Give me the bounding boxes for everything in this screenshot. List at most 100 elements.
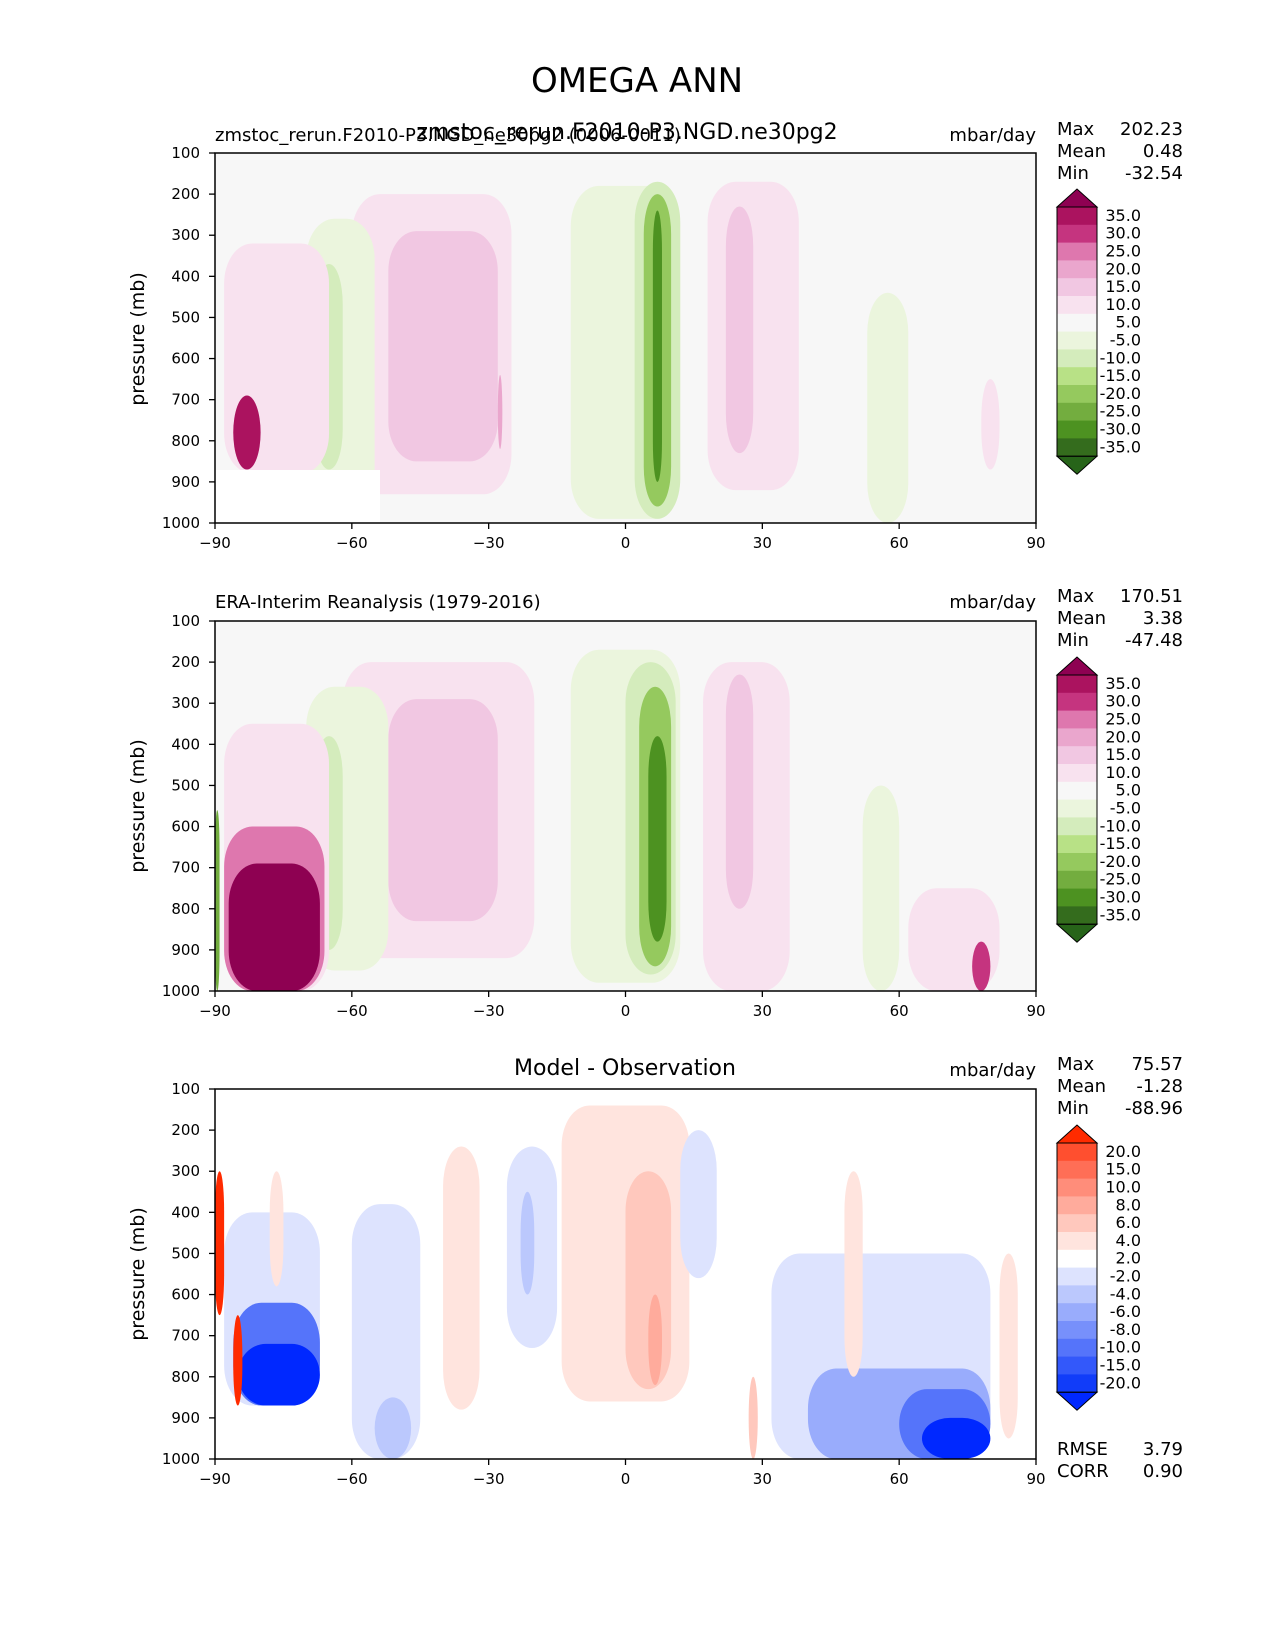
colorbar-level-label: 15.0: [1105, 277, 1141, 296]
colorbar-segment: [1057, 313, 1097, 333]
contour-region: [680, 1130, 717, 1279]
colorbar-segment: [1057, 781, 1097, 801]
colorbar-segment: [1057, 402, 1097, 422]
y-tick-label: 200: [171, 1121, 200, 1139]
colorbar-level-label: 20.0: [1105, 727, 1141, 746]
y-tick-label: 700: [171, 859, 200, 877]
colorbar-extend-min: [1055, 1391, 1099, 1411]
colorbar-segment: [1057, 692, 1097, 712]
colorbar-segment: [1057, 1143, 1097, 1162]
x-tick-label: 60: [890, 1470, 909, 1488]
contour-region: [269, 1171, 284, 1287]
colorbar-extend-max: [1055, 1124, 1099, 1144]
panel-reference-stats: Max 170.51 Mean 3.38 Min -47.48: [1057, 586, 1183, 651]
y-tick-label: 700: [171, 391, 200, 409]
colorbar-level-label: 2.0: [1116, 1249, 1141, 1268]
colorbar-segment: [1057, 1267, 1097, 1286]
colorbar-segment: [1057, 242, 1097, 261]
contour-region: [748, 1376, 758, 1459]
y-tick-label: 1000: [162, 1450, 200, 1468]
panel-test-x-axis: −90 −60 −30 0 30 60 90: [199, 523, 1046, 552]
stat-mean-label: Mean: [1057, 141, 1106, 162]
contour-region: [867, 292, 909, 523]
figure-title: OMEGA ANN: [531, 61, 743, 101]
stat-rmse-label: RMSE: [1057, 1439, 1108, 1460]
colorbar-level-label: 10.0: [1105, 295, 1141, 314]
colorbar-segment: [1057, 1356, 1097, 1375]
colorbar-segment: [1057, 1285, 1097, 1304]
colorbar-segment: [1057, 1178, 1097, 1197]
colorbar-segment: [1057, 853, 1097, 872]
contour-region: [999, 1253, 1018, 1439]
panel-reference-left-label: ERA-Interim Reanalysis (1979-2016): [215, 592, 541, 613]
x-tick-label: −60: [336, 1002, 368, 1020]
stat-rmse-value: 3.79: [1143, 1439, 1183, 1460]
y-tick-label: 500: [171, 1244, 200, 1262]
colorbar-segment: [1057, 1214, 1097, 1233]
contour-region: [443, 1146, 480, 1410]
y-tick-label: 300: [171, 226, 200, 244]
panel-test-units: mbar/day: [949, 125, 1036, 146]
stat-min-value: -32.54: [1125, 163, 1183, 184]
y-tick-label: 500: [171, 776, 200, 794]
contour-region: [972, 941, 991, 991]
contour-region: [520, 1191, 535, 1295]
panel-test-missing-data: [215, 470, 380, 523]
stat-max-label: Max: [1057, 1054, 1095, 1075]
contour-region: [388, 699, 498, 922]
colorbar-segment: [1057, 906, 1097, 925]
contour-region: [497, 375, 503, 449]
x-tick-label: 60: [890, 1002, 909, 1020]
colorbar-level-label: -10.0: [1100, 348, 1141, 367]
panel-reference-units: mbar/day: [949, 592, 1036, 613]
colorbar-frame: [1056, 1142, 1098, 1393]
colorbar-segment: [1057, 888, 1097, 907]
colorbar-level-label: -15.0: [1100, 1356, 1141, 1375]
stat-min-label: Min: [1057, 630, 1089, 651]
colorbar-segment: [1057, 438, 1097, 457]
x-tick-label: 90: [1026, 1470, 1045, 1488]
y-tick-label: 500: [171, 308, 200, 326]
colorbar-segment: [1057, 1374, 1097, 1393]
colorbar-level-label: -8.0: [1110, 1320, 1141, 1339]
colorbar-level-label: 20.0: [1105, 259, 1141, 278]
panel-test-left-label: zmstoc_rerun.F2010-P3.NGD_ne30pg2 (0006-…: [215, 125, 681, 146]
contour-region: [374, 1397, 412, 1459]
panel-difference-stats: Max 75.57 Mean -1.28 Min -88.96 RMSE 3.7…: [1057, 1054, 1183, 1482]
colorbar-level-label: 35.0: [1105, 206, 1141, 225]
x-tick-label: −90: [199, 1470, 231, 1488]
y-tick-label: 900: [171, 941, 200, 959]
colorbar-segment: [1057, 870, 1097, 890]
colorbar-segment: [1057, 1196, 1097, 1215]
contour-region: [862, 785, 900, 991]
x-tick-label: 90: [1026, 534, 1045, 552]
colorbar-level-label: -35.0: [1100, 905, 1141, 924]
contour-region: [921, 1417, 991, 1459]
colorbar-level-label: -20.0: [1100, 1373, 1141, 1392]
colorbar-level-label: -15.0: [1100, 834, 1141, 853]
colorbar-segment: [1057, 817, 1097, 836]
stat-mean-value: -1.28: [1136, 1076, 1183, 1097]
panel-reference-y-axis: 100 200 300 400 500 600 700 800 900 1000: [162, 612, 215, 1000]
colorbar-extend-min: [1055, 455, 1099, 475]
colorbar-level-label: -25.0: [1100, 870, 1141, 889]
colorbar-segment: [1057, 1249, 1097, 1269]
colorbar-segment: [1057, 675, 1097, 694]
colorbar-level-label: -10.0: [1100, 1338, 1141, 1357]
colorbar-level-label: -35.0: [1100, 437, 1141, 456]
x-tick-label: −30: [473, 534, 505, 552]
colorbar-level-label: -30.0: [1100, 888, 1141, 907]
x-tick-label: 0: [621, 534, 631, 552]
colorbar-level-label: 10.0: [1105, 1178, 1141, 1197]
colorbar-level-label: 15.0: [1105, 745, 1141, 764]
colorbar-segment: [1057, 764, 1097, 783]
x-tick-label: −90: [199, 1002, 231, 1020]
panel-difference-contours: [215, 1105, 1018, 1459]
colorbar-segment: [1057, 224, 1097, 244]
colorbar-segment: [1057, 207, 1097, 226]
contour-region: [228, 863, 320, 991]
stat-mean-label: Mean: [1057, 1076, 1106, 1097]
contour-region: [388, 231, 498, 462]
colorbar-segment: [1057, 1160, 1097, 1180]
x-tick-label: −90: [199, 534, 231, 552]
